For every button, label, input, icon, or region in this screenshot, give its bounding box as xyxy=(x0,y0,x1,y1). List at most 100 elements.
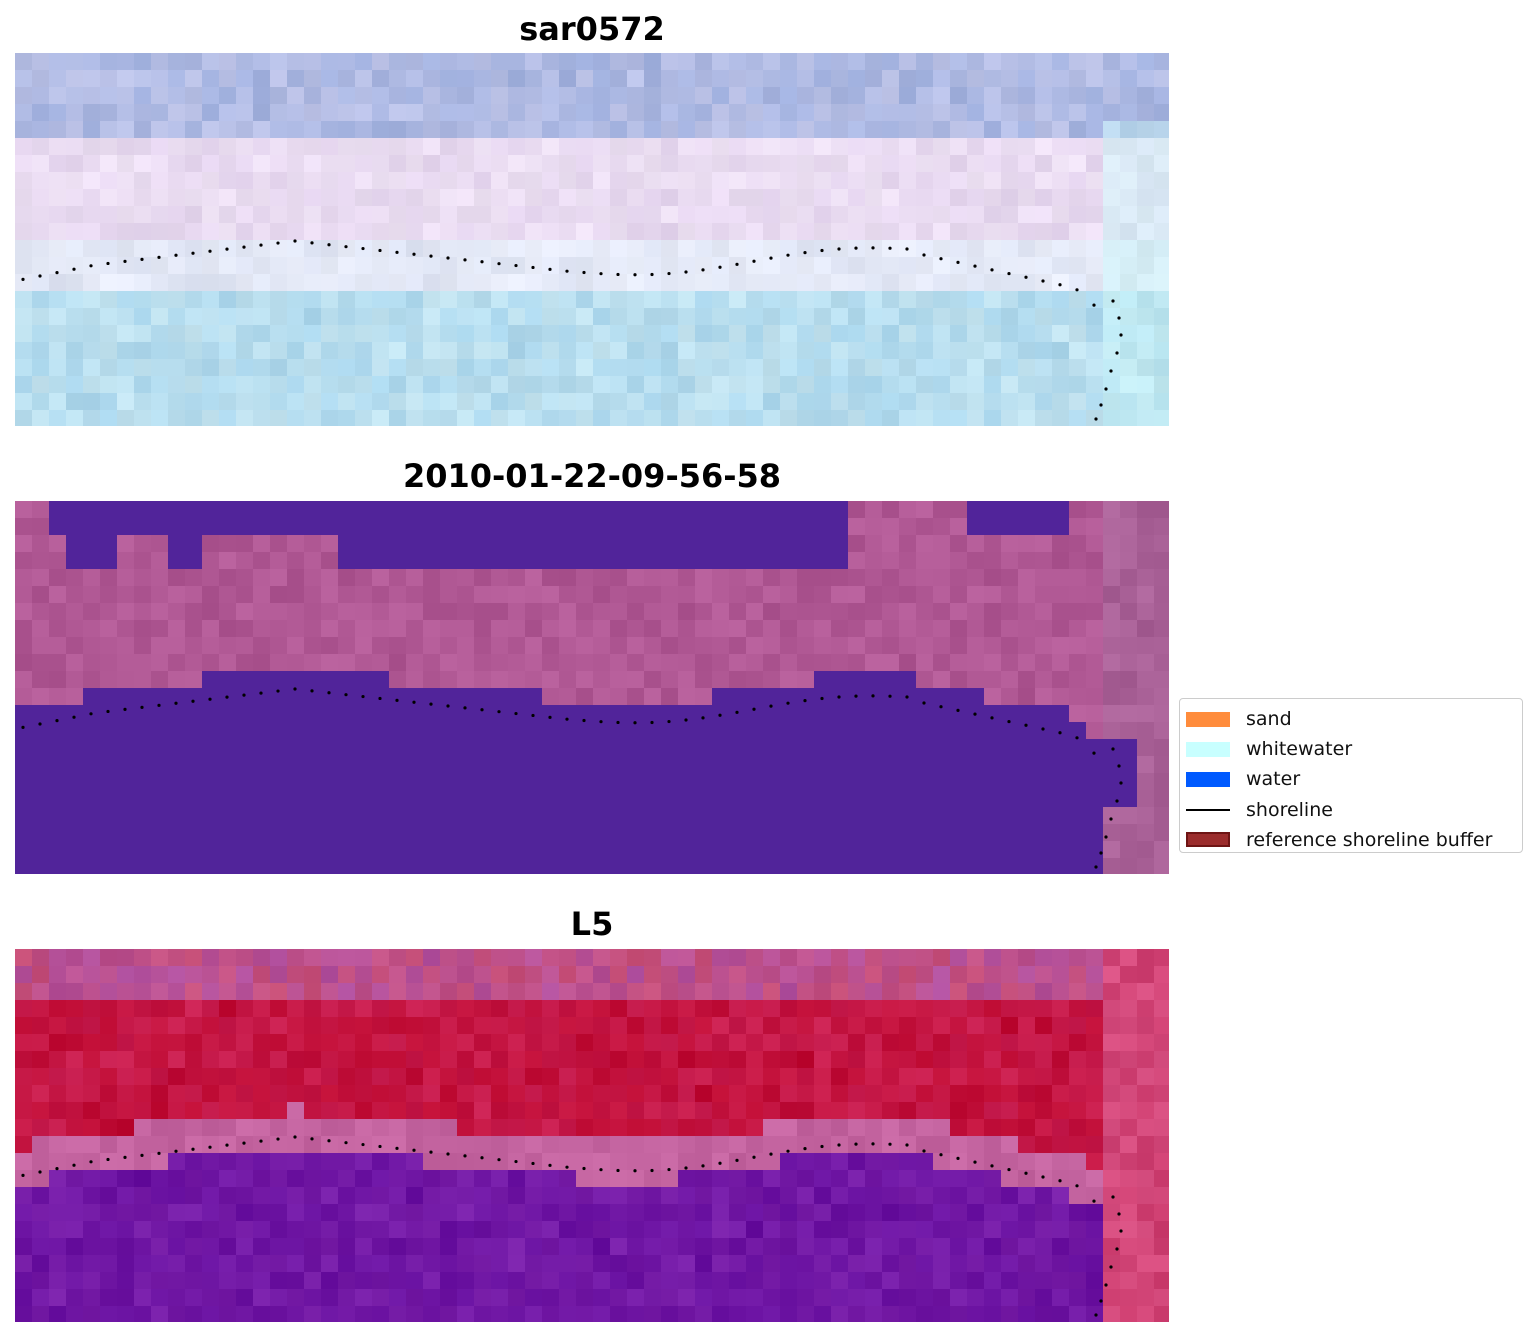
legend-item-sand: sand xyxy=(1186,704,1516,734)
shoreline-point xyxy=(752,707,756,711)
shoreline-rgb xyxy=(21,239,1123,421)
shoreline-point xyxy=(72,267,76,271)
shoreline-point xyxy=(157,1151,161,1155)
shoreline-point xyxy=(412,700,416,704)
shoreline-point xyxy=(378,696,382,701)
shoreline-point xyxy=(667,1167,671,1172)
shoreline-point xyxy=(616,1168,620,1173)
shoreline-point xyxy=(871,1142,875,1146)
shoreline-point xyxy=(446,256,450,260)
shoreline-point xyxy=(1075,736,1079,740)
shoreline-point xyxy=(769,1152,773,1156)
shoreline-point xyxy=(769,704,773,708)
shoreline-point xyxy=(293,687,297,691)
shoreline-point xyxy=(429,1150,433,1154)
shoreline-point xyxy=(191,1147,195,1151)
shoreline-point xyxy=(1115,351,1119,355)
legend-swatch-reference-buffer xyxy=(1186,832,1230,848)
shoreline-point xyxy=(939,705,943,709)
shoreline-point xyxy=(548,715,552,719)
shoreline-point xyxy=(1024,1171,1028,1175)
shoreline-point xyxy=(837,1143,841,1147)
shoreline-point xyxy=(905,247,909,251)
shoreline-point xyxy=(310,689,314,693)
shoreline-point xyxy=(1099,1299,1103,1303)
shoreline-point xyxy=(276,689,280,693)
shoreline-point xyxy=(361,694,365,699)
shoreline-point xyxy=(803,1147,807,1151)
shoreline-point xyxy=(599,720,603,724)
shoreline-point xyxy=(72,1163,76,1167)
shoreline-point xyxy=(616,720,620,725)
shoreline-point xyxy=(939,1153,943,1157)
shoreline-point xyxy=(21,725,25,729)
legend-label-sand: sand xyxy=(1246,708,1292,731)
shoreline-point xyxy=(378,1144,382,1149)
shoreline-point xyxy=(1075,1184,1079,1188)
shoreline-point xyxy=(735,710,739,714)
shoreline-point xyxy=(718,265,722,269)
legend-line-shoreline xyxy=(1186,808,1230,811)
panel-title-index: L5 xyxy=(570,905,614,943)
shoreline-point xyxy=(89,1160,93,1164)
legend-label-whitewater: whitewater xyxy=(1246,738,1353,761)
shoreline-point xyxy=(463,258,467,262)
shoreline-point xyxy=(1007,719,1011,724)
shoreline-point xyxy=(803,699,807,703)
shoreline-point xyxy=(327,691,331,695)
shoreline-point xyxy=(650,272,654,277)
shoreline-point xyxy=(701,716,705,720)
shoreline-point xyxy=(922,701,926,705)
shoreline-point xyxy=(701,1164,705,1168)
shoreline-point xyxy=(514,711,518,716)
shoreline-point xyxy=(123,707,127,711)
shoreline-point xyxy=(514,1159,518,1164)
shoreline-point xyxy=(854,1142,858,1146)
shoreline-point xyxy=(429,254,433,258)
shoreline-point xyxy=(225,1143,229,1147)
shoreline-point xyxy=(293,239,297,243)
shoreline-point xyxy=(344,1141,348,1145)
shoreline-point xyxy=(1104,835,1108,839)
shoreline-point xyxy=(837,695,841,699)
shoreline-point xyxy=(276,1137,280,1141)
legend-swatch-water xyxy=(1186,771,1230,787)
shoreline-point xyxy=(922,1149,926,1153)
shoreline-point xyxy=(820,1144,824,1149)
legend-label-water: water xyxy=(1246,768,1301,791)
shoreline-point xyxy=(1041,727,1045,731)
panel-classified-image xyxy=(15,501,1169,874)
shoreline-point xyxy=(327,1139,331,1143)
shoreline-point xyxy=(429,702,433,706)
shoreline-point xyxy=(1024,723,1028,727)
shoreline-point xyxy=(327,243,331,247)
shoreline-point xyxy=(157,703,161,707)
shoreline-point xyxy=(463,706,467,710)
shoreline-point xyxy=(21,1173,25,1177)
shoreline-point xyxy=(1058,731,1062,735)
shoreline-point xyxy=(1075,288,1079,292)
shoreline-point xyxy=(225,247,229,251)
shoreline-point xyxy=(106,709,110,714)
shoreline-point xyxy=(650,720,654,725)
shoreline-point xyxy=(1007,1167,1011,1172)
shoreline-point xyxy=(786,253,790,257)
shoreline-point xyxy=(157,255,161,259)
shoreline-point xyxy=(1104,1283,1108,1287)
shoreline-point xyxy=(1111,1195,1115,1199)
shoreline-point xyxy=(769,256,773,260)
shoreline-point xyxy=(480,708,484,712)
shoreline-point xyxy=(973,264,977,268)
shoreline-point xyxy=(616,272,620,277)
shoreline-point xyxy=(174,253,178,257)
shoreline-point xyxy=(21,277,25,281)
legend-swatch-whitewater xyxy=(1186,741,1230,757)
shoreline-point xyxy=(55,1167,59,1171)
shoreline-point xyxy=(106,1157,110,1162)
shoreline-point xyxy=(208,249,212,253)
shoreline-point xyxy=(38,1170,42,1174)
classified-image-svg xyxy=(15,501,1169,874)
shoreline-point xyxy=(990,716,994,720)
shoreline-point xyxy=(412,1148,416,1152)
panel-rgb-image xyxy=(15,53,1169,426)
